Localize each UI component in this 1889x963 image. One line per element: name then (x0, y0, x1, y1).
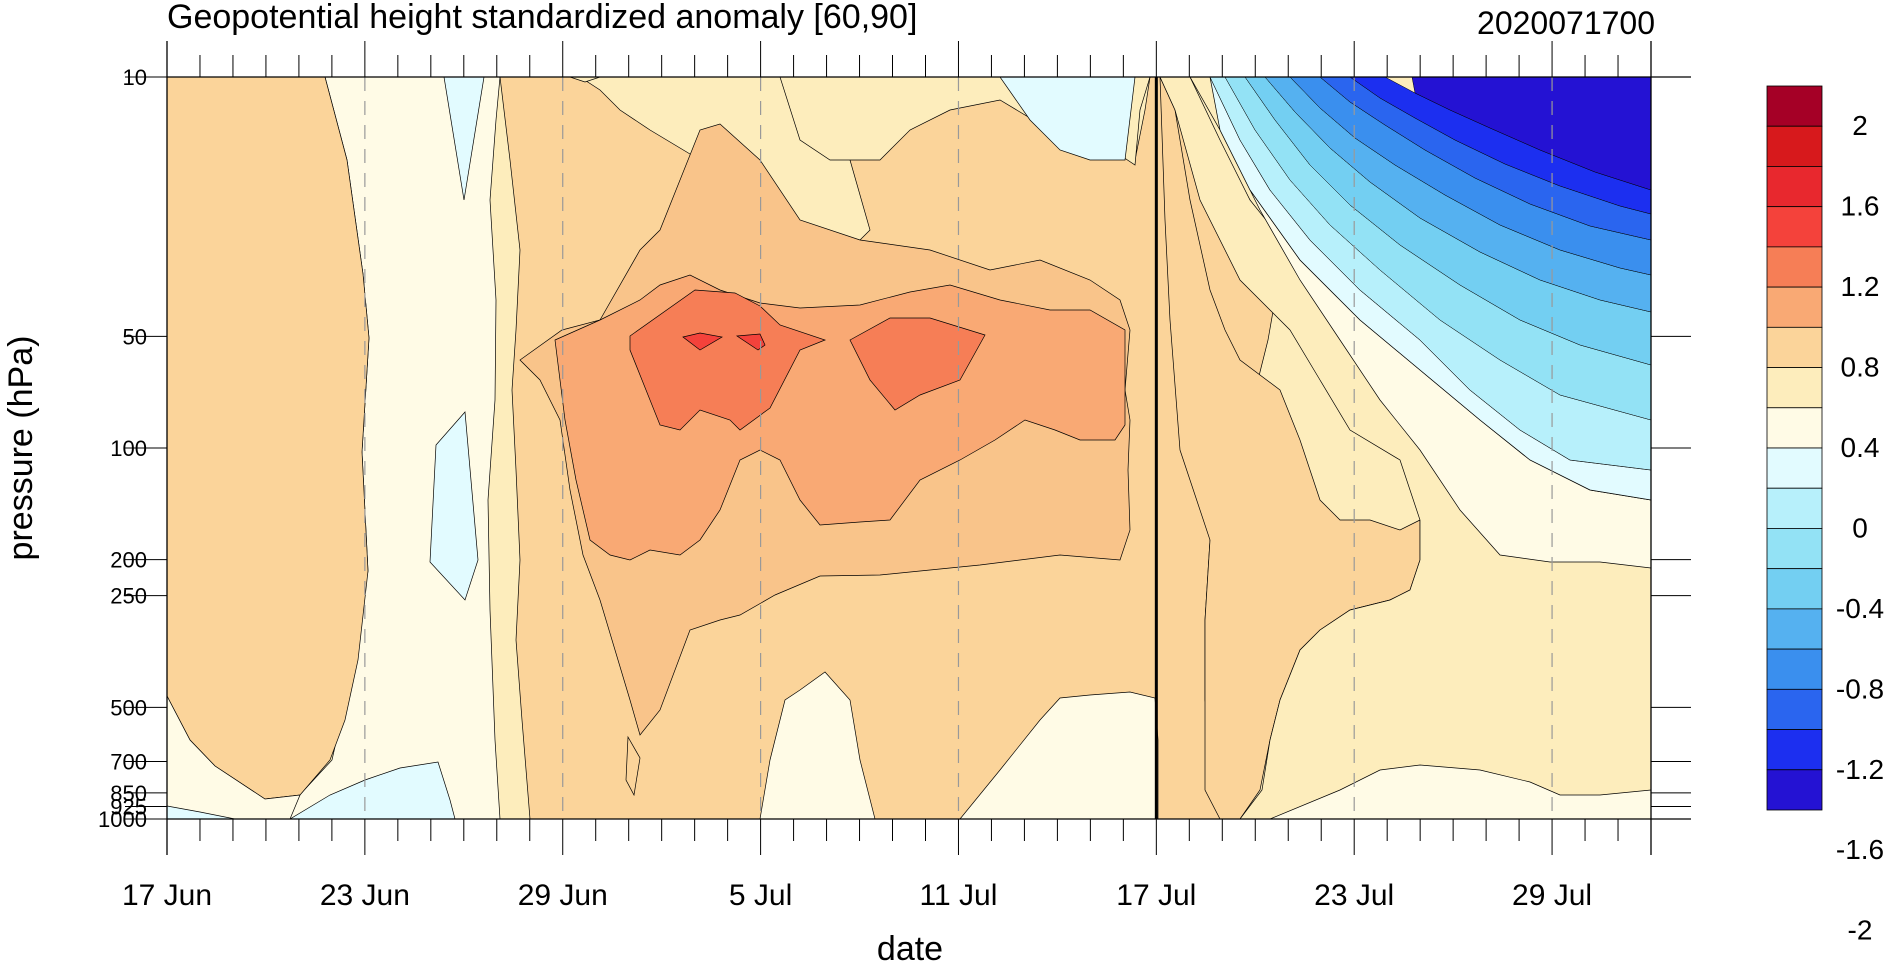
negative-pocket-mid (429, 411, 479, 601)
anomaly-region-max-left (629, 289, 827, 431)
colorbar-swatch (1766, 608, 1823, 650)
neutral-pocket-lower-right (959, 691, 1159, 819)
colorbar-swatch (1766, 568, 1823, 610)
y-tick-label: 925 (110, 794, 147, 819)
colorbar-swatch (1766, 85, 1823, 127)
colorbar-swatch (1766, 246, 1823, 288)
y-tick-label: 10 (123, 65, 147, 90)
colorbar-label: 1.6 (1841, 191, 1880, 222)
colorbar-label: -0.4 (1836, 593, 1884, 624)
y-axis-ticks (125, 76, 1691, 820)
contour-plot-area (167, 77, 1651, 819)
x-tick-label: 29 Jun (518, 879, 608, 912)
anomaly-region-jun-column (167, 77, 370, 800)
colorbar-label: -0.8 (1836, 673, 1884, 704)
x-axis-ticks (166, 41, 1652, 855)
x-axis-title: date (877, 930, 943, 963)
colorbar-label: -2 (1848, 915, 1873, 946)
negative-pocket-bottom (289, 761, 456, 819)
y-tick-label: 250 (110, 584, 147, 609)
y-tick-label: 500 (110, 695, 147, 720)
x-tick-label: 29 Jul (1512, 879, 1592, 912)
x-axis-labels: 17 Jun 23 Jun 29 Jun 5 Jul 11 Jul 17 Jul 23 Ju… (122, 879, 1592, 912)
colorbar-swatch (1766, 769, 1823, 811)
x-tick-label: 23 Jun (320, 879, 410, 912)
colorbar (1766, 85, 1823, 811)
y-tick-label: 50 (123, 324, 147, 349)
colorbar-swatch (1766, 367, 1823, 409)
colorbar-swatch (1766, 326, 1823, 368)
negative-pocket-top-jul (999, 77, 1136, 161)
colorbar-swatch (1766, 407, 1823, 449)
colorbar-swatch (1766, 286, 1823, 328)
colorbar-swatch (1766, 166, 1823, 208)
anomaly-peak-2 (735, 333, 766, 351)
colorbar-swatch (1766, 487, 1823, 529)
negative-field-min (1411, 77, 1651, 191)
chart-title: Geopotential height standardized anomaly… (167, 0, 917, 36)
colorbar-swatch (1766, 688, 1823, 730)
colorbar-swatch (1766, 125, 1823, 167)
negative-pocket-top (443, 77, 485, 201)
y-axis-title: pressure (hPa) (2, 336, 40, 561)
colorbar-swatch (1766, 206, 1823, 248)
x-tick-label: 17 Jun (122, 879, 212, 912)
colorbar-swatch (1766, 528, 1823, 570)
neutral-band-upper (569, 77, 1151, 166)
y-tick-label: 200 (110, 548, 147, 573)
colorbar-labels: 2 1.6 1.2 0.8 0.4 0 -0.4 -0.8 -1.2 -1.6 -2 (1836, 110, 1884, 945)
neutral-pocket-lower-mid (759, 671, 876, 819)
lower-left-neutral-region (167, 695, 301, 819)
y-tick-label: 850 (110, 781, 147, 806)
anomaly-peak-1 (682, 332, 723, 351)
colorbar-swatch (1766, 648, 1823, 690)
x-tick-label: 23 Jul (1314, 879, 1394, 912)
chart-date-label: 2020071700 (1477, 5, 1655, 41)
y-tick-label: 1000 (98, 807, 147, 832)
y-tick-label: 100 (110, 436, 147, 461)
negative-pocket-bottom-left (167, 805, 236, 819)
x-tick-label: 17 Jul (1116, 879, 1196, 912)
colorbar-label: 2 (1852, 110, 1868, 141)
colorbar-label: 1.2 (1841, 271, 1880, 302)
y-tick-label: 700 (110, 750, 147, 775)
forecast-lower-neutral (1269, 764, 1651, 819)
date-gridlines (364, 77, 1553, 819)
x-tick-label: 11 Jul (920, 879, 998, 912)
colorbar-label: -1.6 (1836, 834, 1884, 865)
colorbar-label: -1.2 (1836, 754, 1884, 785)
colorbar-swatch (1766, 447, 1823, 489)
small-anomaly-pocket (625, 735, 641, 797)
colorbar-label: 0.4 (1841, 432, 1880, 463)
x-tick-label: 5 Jul (729, 879, 792, 912)
colorbar-label: 0.8 (1841, 352, 1880, 383)
colorbar-swatch (1766, 729, 1823, 771)
colorbar-label: 0 (1852, 512, 1868, 543)
anomaly-region-max-right (849, 317, 986, 411)
